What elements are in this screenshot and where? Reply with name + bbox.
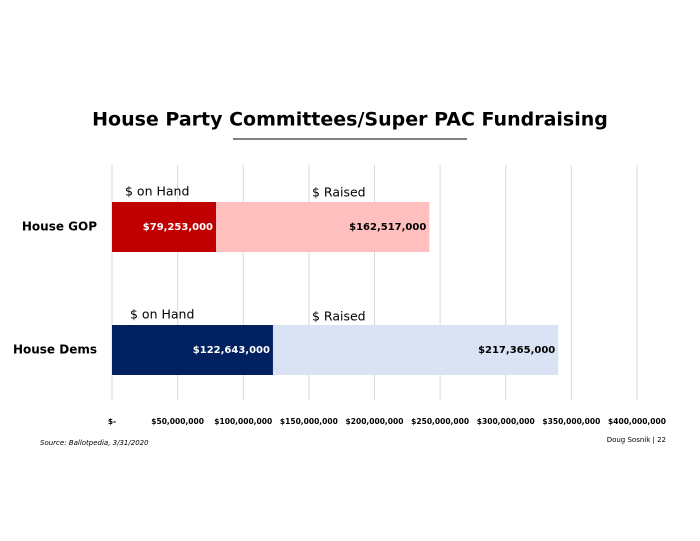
value-label: $217,365,000 xyxy=(478,345,555,356)
x-tick-label: $- xyxy=(108,417,116,426)
footer: Doug Sosnik | 22 xyxy=(607,436,666,444)
bar-segment xyxy=(216,202,430,252)
x-tick-label: $250,000,000 xyxy=(411,417,469,426)
series-annotation: $ Raised xyxy=(312,185,366,200)
bar-segment xyxy=(112,325,273,375)
series-annotation: $ on Hand xyxy=(130,307,194,322)
category-label: House GOP xyxy=(22,220,97,234)
x-tick-label: $300,000,000 xyxy=(477,417,535,426)
x-tick-label: $350,000,000 xyxy=(542,417,600,426)
x-tick-label: $400,000,000 xyxy=(608,417,666,426)
value-label: $122,643,000 xyxy=(193,345,270,356)
x-tick-label: $100,000,000 xyxy=(214,417,272,426)
bar-segment xyxy=(272,325,559,375)
bar-segment xyxy=(112,202,217,252)
category-label: House Dems xyxy=(13,343,97,357)
source-note: Source: Ballotpedia, 3/31/2020 xyxy=(40,439,149,447)
series-annotation: $ on Hand xyxy=(125,184,189,199)
x-tick-label: $150,000,000 xyxy=(280,417,338,426)
x-tick-label: $50,000,000 xyxy=(151,417,204,426)
value-label: $79,253,000 xyxy=(143,222,213,233)
chart-title: House Party Committees/Super PAC Fundrai… xyxy=(92,109,608,131)
x-tick-label: $200,000,000 xyxy=(346,417,404,426)
value-label: $162,517,000 xyxy=(349,222,426,233)
series-annotation: $ Raised xyxy=(312,309,366,324)
